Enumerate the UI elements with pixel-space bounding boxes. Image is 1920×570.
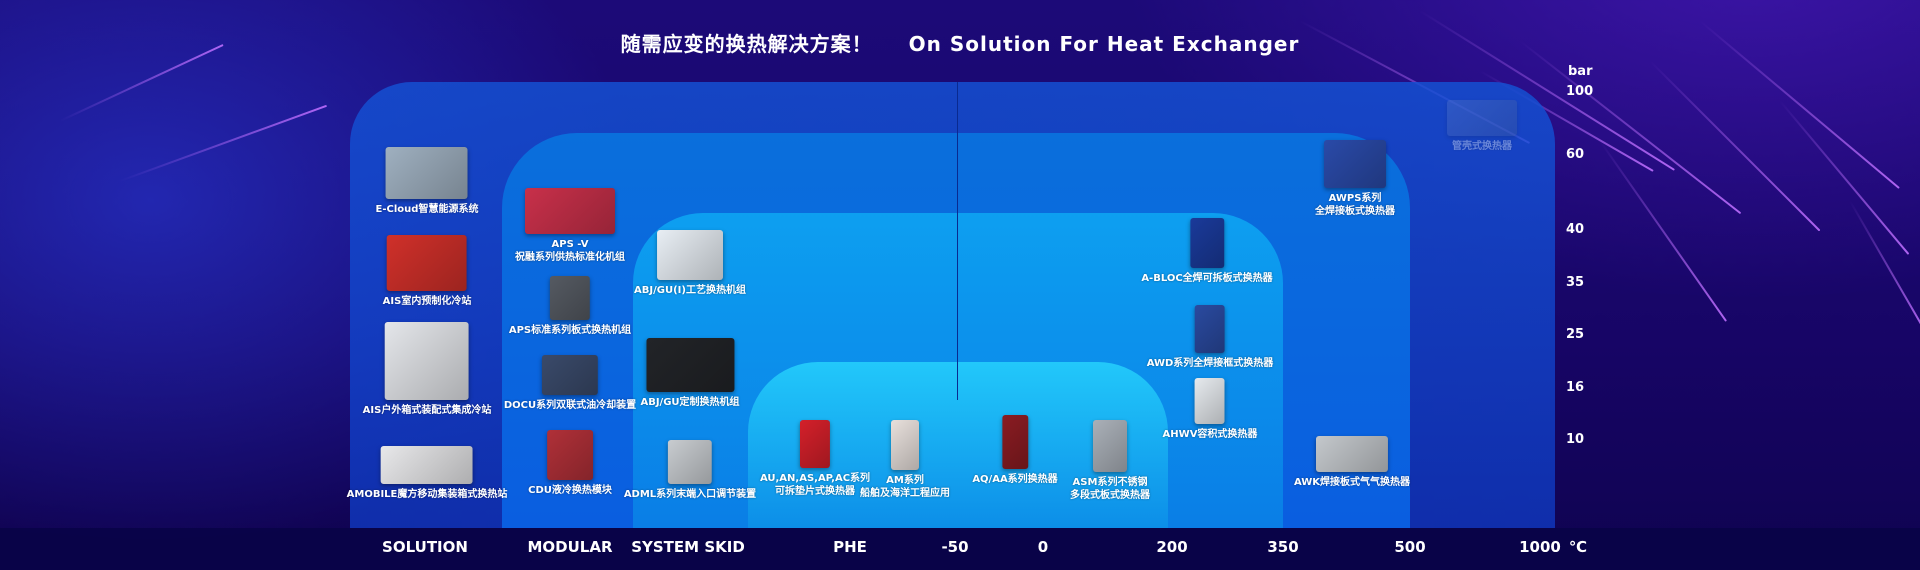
product-item[interactable]: AIS户外箱式装配式集成冷站 [362, 322, 492, 417]
oil-cooler-icon [541, 355, 598, 395]
product-label: APS标准系列板式换热机组 [508, 325, 632, 336]
product-label: ADML系列末端入口调节装置 [623, 489, 757, 500]
product-item[interactable]: A-BLOC全焊可拆板式换热器 [1141, 218, 1273, 285]
y-tick: 40 [1566, 222, 1585, 237]
piping-diagram-icon [386, 235, 467, 291]
product-label: 船舶及海洋工程应用 [860, 488, 950, 499]
y-tick: 10 [1566, 432, 1585, 447]
shell-tube-icon [1447, 100, 1517, 136]
welded-frame-icon [1195, 305, 1225, 353]
product-item[interactable]: AWPS系列全焊接板式换热器 [1315, 140, 1395, 218]
light-streak [1849, 200, 1920, 332]
product-item[interactable]: AHWV容积式换热器 [1162, 378, 1258, 441]
product-label: 祝融系列供热标准化机组 [515, 252, 625, 263]
y-tick: 16 [1566, 380, 1585, 395]
product-item[interactable]: 管壳式换热器 [1447, 100, 1517, 153]
product-item[interactable]: AQ/AA系列换热器 [972, 415, 1058, 486]
product-item[interactable]: ASM系列不锈钢 多段式板式换热器 [1070, 420, 1150, 502]
y-tick: 25 [1566, 327, 1585, 342]
product-item[interactable]: AM系列船舶及海洋工程应用 [860, 420, 950, 500]
product-item[interactable]: CDU液冷换热模块 [528, 430, 612, 497]
category-phe: PHE [833, 538, 867, 556]
product-label: ASM系列不锈钢 [1072, 477, 1148, 488]
category-solution: SOLUTION [382, 538, 468, 556]
product-item[interactable]: AIS室内预制化冷站 [382, 235, 472, 308]
welded-shell-icon [1324, 140, 1386, 188]
outdoor-cabinet-icon [384, 322, 469, 400]
custom-skid-icon [646, 338, 734, 392]
product-label: CDU液冷换热模块 [528, 485, 612, 496]
x-tick: 200 [1156, 538, 1188, 556]
x-unit: ℃ [1568, 538, 1588, 556]
control-box-icon [668, 440, 712, 484]
product-label: APS -V [551, 239, 589, 250]
title-en: On Solution For Heat Exchanger [908, 32, 1300, 56]
product-label: AMOBILE魔方移动集装箱式换热站 [346, 489, 508, 500]
product-item[interactable]: AMOBILE魔方移动集装箱式换热站 [346, 446, 508, 501]
volumetric-tank-icon [1194, 378, 1225, 424]
product-label: 全焊接板式换热器 [1315, 206, 1395, 217]
product-item[interactable]: DOCU系列双联式油冷却装置 [504, 355, 636, 412]
control-room-photo-icon [386, 147, 468, 199]
product-label: AIS室内预制化冷站 [382, 296, 472, 307]
product-label: AIS户外箱式装配式集成冷站 [362, 405, 492, 416]
product-item[interactable]: AU,AN,AS,AP,AC系列 可拆垫片式换热器 [760, 420, 870, 498]
light-streak [1599, 140, 1728, 322]
y-tick: 100 [1566, 84, 1594, 99]
zero-divider-line [957, 82, 958, 400]
title-zh: 随需应变的换热解决方案！ [620, 32, 873, 56]
product-label: AWK焊接板式气气换热器 [1293, 477, 1411, 488]
category-system-skid: SYSTEM SKID [631, 538, 745, 556]
cdu-cabinet-icon [546, 430, 593, 480]
container-icon [381, 446, 473, 484]
product-label: AWPS系列 [1328, 193, 1382, 204]
x-tick: 350 [1267, 538, 1299, 556]
x-tick: -50 [941, 538, 969, 556]
product-label: 可拆垫片式换热器 [774, 486, 855, 497]
product-label: AQ/AA系列换热器 [972, 474, 1058, 485]
product-item[interactable]: E-Cloud智慧能源系统 [375, 147, 479, 216]
product-label: E-Cloud智慧能源系统 [375, 204, 479, 215]
product-item[interactable]: ABJ/GU定制换热机组 [640, 338, 740, 409]
light-streak [1779, 100, 1910, 255]
bottom-axis-band [0, 528, 1920, 570]
product-item[interactable]: ABJ/GU(I)工艺换热机组 [634, 230, 746, 297]
product-item[interactable]: ADML系列末端入口调节装置 [624, 440, 756, 501]
y-unit: bar [1568, 64, 1593, 79]
heating-skid-icon [525, 188, 615, 234]
product-label: AM系列 [886, 475, 924, 486]
gas-exchanger-icon [1315, 436, 1388, 472]
x-tick: 0 [1037, 538, 1049, 556]
product-label: A-BLOC全焊可拆板式换热器 [1141, 273, 1273, 284]
product-label: ABJ/GU定制换热机组 [640, 397, 740, 408]
stainless-phe-icon [1093, 420, 1127, 472]
process-skid-icon [657, 230, 723, 280]
product-label: AWD系列全焊接框式换热器 [1146, 358, 1274, 369]
product-label: DOCU系列双联式油冷却装置 [503, 400, 637, 411]
category-modular: MODULAR [527, 538, 613, 556]
x-tick: 1000 [1519, 538, 1561, 556]
page-title: 随需应变的换热解决方案！ On Solution For Heat Exchan… [0, 28, 1920, 57]
y-tick: 35 [1566, 275, 1585, 290]
gasket-phe-icon [799, 420, 830, 468]
bloc-exchanger-icon [1190, 218, 1224, 268]
product-item[interactable]: APS标准系列板式换热机组 [509, 276, 631, 337]
product-label: AHWV容积式换热器 [1162, 429, 1258, 440]
product-label: 多段式板式换热器 [1070, 490, 1150, 501]
product-label: ABJ/GU(I)工艺换热机组 [634, 285, 746, 296]
product-label: AU,AN,AS,AP,AC系列 [759, 473, 871, 484]
product-item[interactable]: APS -V 祝融系列供热标准化机组 [515, 188, 625, 264]
frame-phe-icon [1002, 415, 1028, 469]
product-item[interactable]: AWK焊接板式气气换热器 [1294, 436, 1410, 489]
cabinet-unit-icon [550, 276, 590, 320]
product-item[interactable]: AWD系列全焊接框式换热器 [1146, 305, 1274, 370]
marine-phe-icon [891, 420, 919, 470]
product-label: 管壳式换热器 [1452, 141, 1512, 152]
light-streak [1649, 60, 1821, 232]
light-streak [119, 104, 328, 182]
y-tick: 60 [1566, 147, 1585, 162]
x-tick: 500 [1394, 538, 1426, 556]
